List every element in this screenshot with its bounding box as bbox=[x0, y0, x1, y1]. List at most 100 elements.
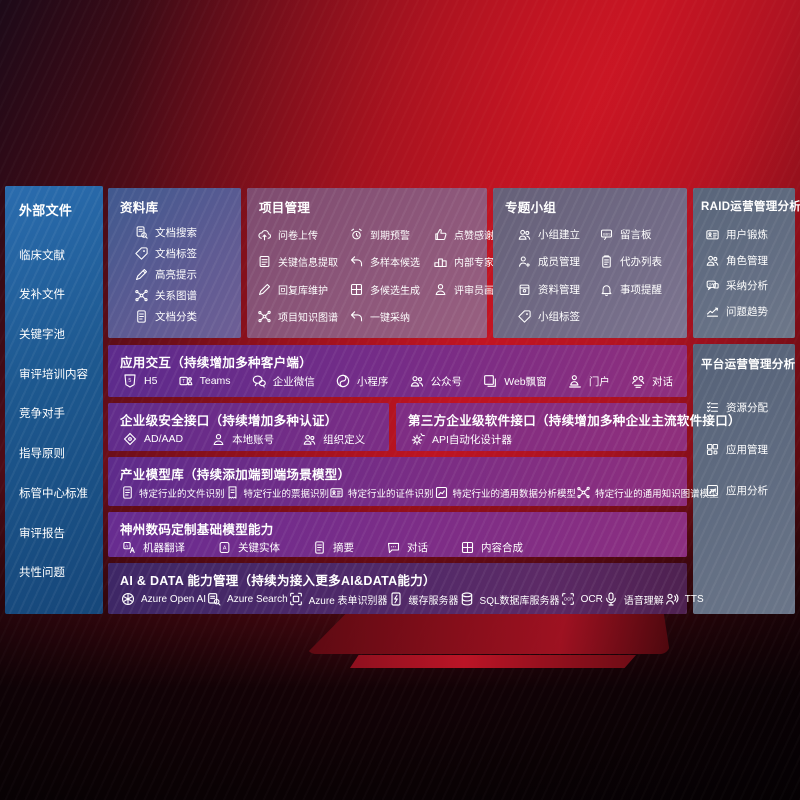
graph-icon bbox=[576, 485, 591, 500]
feature-label: 本地账号 bbox=[232, 433, 275, 446]
feature-item: 本地账号 bbox=[211, 432, 274, 447]
feature-item: 回复库维护 bbox=[257, 282, 349, 297]
tts-icon bbox=[664, 591, 680, 607]
feature-item: QA 采纳分析 bbox=[705, 278, 795, 293]
feature-label: 关键字池 bbox=[19, 329, 65, 342]
official-account-icon bbox=[409, 373, 425, 389]
feature-item: 特定行业的通用数据分析模型 bbox=[434, 485, 577, 500]
feature-label: 问题趋势 bbox=[726, 306, 768, 319]
trend-chart-icon bbox=[705, 304, 720, 319]
feature-item: 事项提醒 bbox=[599, 282, 681, 297]
panel-title: 产业模型库（持续添加端到端场景模型） bbox=[120, 468, 351, 482]
feature-label: Azure Search bbox=[227, 593, 288, 605]
panel-title: 项目管理 bbox=[259, 201, 311, 215]
interaction-client-list: 5 H5 T Teams 企业微信 小程序 公众号 Web飘窗 门户 对话 bbox=[108, 373, 687, 397]
sidebar-item: 指导原则 bbox=[19, 445, 103, 461]
feature-label: 多样本候选 bbox=[370, 258, 420, 270]
feature-label: 角色管理 bbox=[726, 254, 768, 267]
feature-label: 缓存服务器 bbox=[408, 595, 459, 607]
panel-topic-groups: 专题小组 小组建立 BBS 留言板 成员管理 代办列表 资料管理 事项提醒 小组标签 bbox=[493, 188, 687, 338]
feature-label: 项目知识图谱 bbox=[278, 312, 338, 324]
panel-title: RAID运营管理分析 bbox=[701, 201, 800, 213]
feature-item: 关键信息提取 bbox=[257, 254, 349, 269]
feature-item: A 机器翻译 bbox=[122, 540, 185, 555]
panel-title: 第三方企业级软件接口（持续增加多种企业主流软件接口） bbox=[408, 414, 741, 428]
feature-label: 小组建立 bbox=[538, 229, 580, 242]
feature-label: 特定行业的通用数据分析模型 bbox=[452, 488, 577, 500]
feature-item: 特定行业的证件识别 bbox=[329, 485, 434, 500]
svg-text:A: A bbox=[223, 546, 227, 552]
highlighter-icon bbox=[134, 267, 149, 282]
reply-arrow-icon bbox=[349, 254, 364, 269]
panel-app-interaction: 应用交互（持续增加多种客户端） 5 H5 T Teams 企业微信 小程序 公众号 Web飘窗… bbox=[108, 345, 687, 397]
feature-item: 企业微信 bbox=[251, 373, 315, 389]
feature-label: 用户锻炼 bbox=[726, 228, 768, 241]
sidebar-item: 标管中心标准 bbox=[19, 485, 103, 501]
person-add-icon bbox=[517, 254, 532, 269]
feature-item: 代办列表 bbox=[599, 254, 681, 269]
archive-icon bbox=[517, 282, 532, 297]
feature-label: 高亮提示 bbox=[155, 269, 197, 281]
feature-item: 文档搜索 bbox=[134, 225, 241, 240]
feature-label: 小程序 bbox=[356, 375, 389, 388]
feature-label: 特定行业的通用知识图谱模型 bbox=[595, 488, 719, 500]
checklist-icon bbox=[705, 400, 720, 415]
feature-item: 应用管理 bbox=[705, 442, 795, 457]
feature-item: 评审员画像 bbox=[433, 282, 514, 297]
chat-analysis-icon: QA bbox=[705, 278, 720, 293]
feature-label: 摘要 bbox=[333, 542, 354, 554]
sidebar-item: 发补文件 bbox=[19, 286, 103, 302]
feature-label: Web飘窗 bbox=[504, 375, 547, 388]
feature-item: 问题趋势 bbox=[705, 304, 795, 319]
org-icon bbox=[302, 432, 317, 447]
base-model-list: A 机器翻译 A 关键实体 摘要 对话 内容合成 bbox=[108, 540, 687, 563]
feature-item: A 关键实体 bbox=[217, 540, 280, 555]
feature-label: 组织定义 bbox=[323, 433, 366, 446]
feature-item: 多候选生成 bbox=[349, 282, 433, 297]
doc-icon bbox=[134, 309, 149, 324]
feature-item: 资料管理 bbox=[517, 282, 599, 297]
feature-item: 点赞感谢 bbox=[433, 227, 514, 242]
feature-item: OCR OCR bbox=[560, 591, 603, 607]
people-icon bbox=[517, 227, 532, 242]
feature-item: 特定行业的文件识别 bbox=[120, 485, 225, 500]
feature-item: 资源分配 bbox=[705, 400, 795, 415]
mini-program-icon bbox=[335, 373, 351, 389]
feature-label: 对话 bbox=[651, 375, 673, 388]
feature-label: AD/AAD bbox=[144, 433, 184, 445]
feature-item: 高亮提示 bbox=[134, 267, 241, 282]
doc-extract-icon bbox=[257, 254, 272, 269]
feature-item: 摘要 bbox=[312, 540, 354, 555]
feature-item: SQL数据库服务器 bbox=[459, 591, 560, 607]
feature-label: 评审员画像 bbox=[454, 285, 504, 297]
feature-label: 特定行业的证件识别 bbox=[348, 488, 434, 500]
alarm-icon bbox=[349, 227, 364, 242]
feature-label: 代办列表 bbox=[620, 256, 662, 269]
background-device-shape bbox=[306, 606, 670, 654]
id-card-icon bbox=[705, 227, 720, 242]
feature-item: 内容合成 bbox=[460, 540, 523, 555]
thumbs-up-icon bbox=[433, 227, 448, 242]
doc-icon bbox=[120, 485, 135, 500]
background-device-bar bbox=[350, 655, 636, 668]
feature-item: 应用分析 bbox=[705, 483, 795, 498]
svg-text:OCR: OCR bbox=[563, 597, 573, 602]
feature-item: Web飘窗 bbox=[482, 373, 547, 389]
feature-label: OCR bbox=[580, 593, 603, 605]
feature-item: TTS bbox=[664, 591, 704, 607]
feature-item: 小程序 bbox=[335, 373, 389, 389]
panel-title: 资料库 bbox=[120, 201, 159, 215]
feature-item: 用户锻炼 bbox=[705, 227, 795, 242]
graph-icon bbox=[257, 309, 272, 324]
sidebar-item: 临床文献 bbox=[19, 247, 103, 263]
feature-label: 成员管理 bbox=[538, 256, 580, 269]
feature-item: BBS 留言板 bbox=[599, 227, 681, 242]
feature-label: API自动化设计器 bbox=[432, 433, 512, 446]
feature-item: 文档标签 bbox=[134, 246, 241, 261]
feature-item: 对话 bbox=[386, 540, 428, 555]
feature-item: 项目知识图谱 bbox=[257, 309, 349, 324]
feature-item: 问卷上传 bbox=[257, 227, 349, 242]
feature-item: 小组标签 bbox=[517, 309, 599, 324]
h5-icon: 5 bbox=[122, 373, 138, 389]
